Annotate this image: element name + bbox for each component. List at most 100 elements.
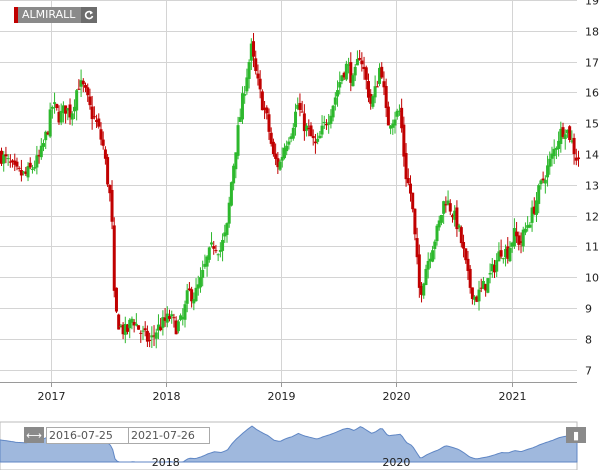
candle-body (358, 58, 362, 60)
refresh-icon[interactable] (81, 7, 98, 23)
candle-body (276, 158, 280, 168)
candle-body (557, 140, 561, 149)
candle-body (389, 125, 393, 129)
candle-body (183, 304, 187, 320)
candle-body (203, 263, 207, 267)
chart-grid (0, 0, 577, 382)
candle-body (378, 67, 382, 84)
candle-body (13, 160, 17, 165)
candle-body (240, 93, 244, 120)
candle-body (258, 78, 262, 90)
candle-body (546, 165, 550, 178)
candle-body (386, 106, 390, 126)
candle-body (404, 153, 408, 180)
x-axis: 2017 2018 2019 2020 2021 (38, 382, 527, 403)
x-tick-label: 2019 (268, 390, 296, 403)
candle-body (459, 227, 463, 244)
y-tick-label: 16 (585, 87, 599, 100)
navigator-right-handle[interactable]: ▮ (566, 427, 586, 443)
candle-body (161, 317, 165, 328)
candle-body (499, 250, 503, 257)
candle-body (11, 160, 15, 163)
candle-body (2, 154, 6, 164)
candle-body (227, 202, 231, 224)
candle-body (267, 114, 271, 132)
candle-body (212, 246, 216, 249)
candle-body (287, 141, 291, 145)
candle-body (320, 125, 324, 135)
candle-body (444, 204, 448, 206)
candle-body (17, 167, 21, 169)
candle-body (24, 171, 28, 174)
candle-body (30, 168, 34, 170)
candle-body (353, 66, 357, 76)
candle-body (101, 139, 105, 146)
y-tick-label: 19 (585, 0, 599, 8)
candle-body (269, 132, 273, 144)
candle-body (521, 229, 525, 247)
candle-body (110, 189, 114, 222)
candle-body (475, 296, 479, 302)
candle-body (8, 161, 12, 163)
candle-body (329, 115, 333, 124)
candle-body (426, 260, 430, 270)
candle-body (408, 183, 412, 194)
y-axis: 7 8 9 10 11 12 13 14 15 16 17 18 19 (585, 0, 599, 378)
candle-body (86, 87, 90, 96)
candle-body (506, 246, 510, 259)
candle-body (247, 62, 251, 79)
y-tick-label: 7 (585, 365, 592, 378)
candle-body (205, 256, 209, 267)
candle-body (559, 128, 563, 144)
candle-body (28, 162, 32, 168)
y-tick-label: 18 (585, 26, 599, 39)
candle-body (274, 153, 278, 159)
candle-body (541, 178, 545, 181)
candle-body (402, 124, 406, 157)
candle-body (168, 316, 172, 319)
candle-body (252, 41, 256, 57)
candle-body (548, 158, 552, 167)
candle-body (466, 258, 470, 271)
range-from-input[interactable]: 2016-07-25 (46, 427, 130, 444)
candle-body (37, 155, 41, 157)
candle-body (22, 171, 26, 173)
candle-body (90, 106, 94, 120)
expand-arrows-icon[interactable]: ⟷ (24, 427, 44, 443)
candle-body (331, 105, 335, 118)
candle-body (481, 281, 485, 289)
candle-body (395, 110, 399, 117)
candle-body (371, 96, 375, 107)
range-to-input[interactable]: 2021-07-26 (128, 427, 210, 444)
candle-body (190, 289, 194, 302)
candle-body (384, 85, 388, 108)
candle-body (207, 247, 211, 260)
candle-body (347, 64, 351, 66)
navigator-tick-label: 2020 (382, 456, 410, 469)
candle-body (406, 177, 410, 184)
candle-body (68, 104, 72, 118)
x-tick-label: 2018 (153, 390, 181, 403)
candle-body (119, 326, 123, 328)
candle-body (338, 82, 342, 88)
navigator-axis: 2018 2020 (152, 456, 411, 469)
candle-body (380, 66, 384, 78)
y-tick-label: 17 (585, 57, 599, 70)
candle-body (495, 260, 499, 272)
candle-body (355, 58, 359, 66)
candle-body (477, 289, 481, 302)
candle-body (26, 166, 30, 178)
candle-body (532, 206, 536, 214)
candle-body (236, 125, 240, 156)
candle-body (150, 335, 154, 338)
candle-body (393, 119, 397, 126)
candle-body (512, 228, 516, 247)
candle-body (302, 113, 306, 132)
candle-body (519, 241, 523, 243)
candle-body (39, 145, 43, 158)
candle-body (504, 249, 508, 258)
candle-body (296, 104, 300, 109)
candle-body (126, 324, 130, 332)
candle-body (552, 148, 556, 157)
